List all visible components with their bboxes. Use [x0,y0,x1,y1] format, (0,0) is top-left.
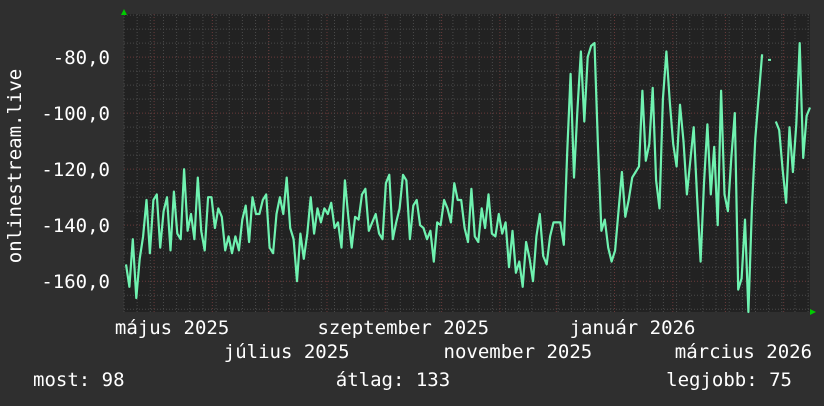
y-axis: -80,0 -100,0 -120,0 -140,0 -160,0 [41,47,110,293]
x-tick-label: november 2025 [444,341,593,363]
y-axis-title: onlinestream.live [4,69,26,263]
x-tick-label: szeptember 2025 [317,317,489,339]
x-tick-label: május 2025 [115,317,229,339]
series-line [124,41,764,314]
data-point [768,58,771,61]
y-axis-arrow-icon [121,9,127,15]
series-line [774,41,812,204]
series [124,41,812,314]
x-tick-label: március 2026 [675,341,812,363]
y-tick-label: -100,0 [41,103,110,125]
legend-current: most: 98 [33,369,125,391]
grid [123,14,810,312]
y-tick-label: -80,0 [53,47,110,69]
x-axis-arrow-icon [810,309,816,315]
x-tick-label: július 2025 [224,341,350,363]
legend-average: átlag: 133 [336,369,450,391]
y-tick-label: -140,0 [41,215,110,237]
legend-best: legjobb: 75 [666,369,792,391]
y-tick-label: -160,0 [41,271,110,293]
y-tick-label: -120,0 [41,159,110,181]
x-tick-label: január 2026 [570,317,696,339]
